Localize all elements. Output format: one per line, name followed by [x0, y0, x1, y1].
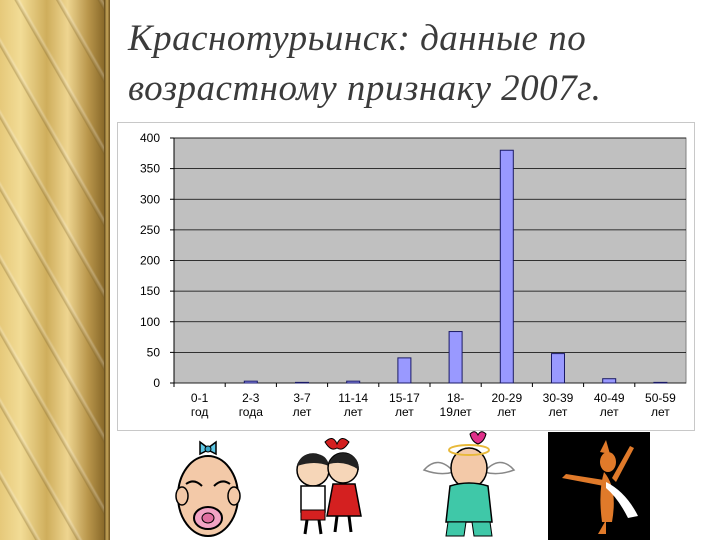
kissing-children-icon [296, 438, 362, 535]
x-tick-label: лет [395, 405, 414, 419]
title-line-2: возрастному признаку 2007г. [128, 68, 602, 109]
bar [602, 378, 617, 384]
x-tick-label: 3-7 [293, 391, 311, 405]
border-rule [104, 0, 110, 540]
y-tick-label: 50 [147, 345, 161, 359]
x-tick-label: год [191, 405, 209, 419]
y-tick-label: 0 [153, 376, 160, 390]
baby-pacifier-icon [175, 440, 241, 537]
bar [243, 380, 258, 384]
slide-title: Краснотурьинск: данные по возрастному пр… [128, 14, 708, 114]
x-tick-label: лет [549, 405, 568, 419]
x-tick-label: 11-14 [338, 391, 368, 405]
title-line-1: Краснотурьинск: данные по [128, 18, 587, 59]
x-tick-label: лет [651, 405, 670, 419]
x-tick-label: 15-17 [389, 391, 420, 405]
x-tick-label: 2-3 [242, 391, 260, 405]
bar [499, 149, 514, 384]
y-tick-label: 350 [140, 162, 160, 176]
x-tick-label: 19лет [440, 405, 473, 419]
y-tick-label: 250 [140, 223, 160, 237]
bar [448, 331, 463, 384]
x-tick-label: 18- [447, 391, 464, 405]
y-tick-label: 150 [140, 284, 160, 298]
y-tick-label: 300 [140, 192, 160, 206]
x-tick-label: 0-1 [191, 391, 209, 405]
cupid-man-with-hearts-icon [422, 431, 516, 537]
y-tick-label: 400 [140, 131, 160, 145]
x-tick-label: 50-59 [645, 391, 676, 405]
bar [551, 353, 565, 384]
bar [295, 381, 309, 384]
x-tick-label: лет [344, 405, 363, 419]
bar [346, 380, 361, 384]
bar [653, 381, 668, 384]
x-tick-label: 20-29 [491, 391, 522, 405]
gold-side-border [0, 0, 104, 540]
x-tick-label: лет [497, 405, 516, 419]
y-tick-label: 100 [140, 315, 160, 329]
x-tick-label: года [239, 405, 264, 419]
x-tick-label: 40-49 [594, 391, 625, 405]
bar [397, 357, 412, 384]
x-tick-label: лет [600, 405, 619, 419]
x-tick-label: лет [293, 405, 312, 419]
chart-area: 0 50 100 150 200 250 300 350 400 0-1 год 2-3 года 3-7… [117, 122, 695, 431]
y-tick-label: 200 [140, 254, 160, 268]
x-tick-label: 30-39 [543, 391, 574, 405]
dancing-fox-on-black-icon [548, 432, 650, 540]
